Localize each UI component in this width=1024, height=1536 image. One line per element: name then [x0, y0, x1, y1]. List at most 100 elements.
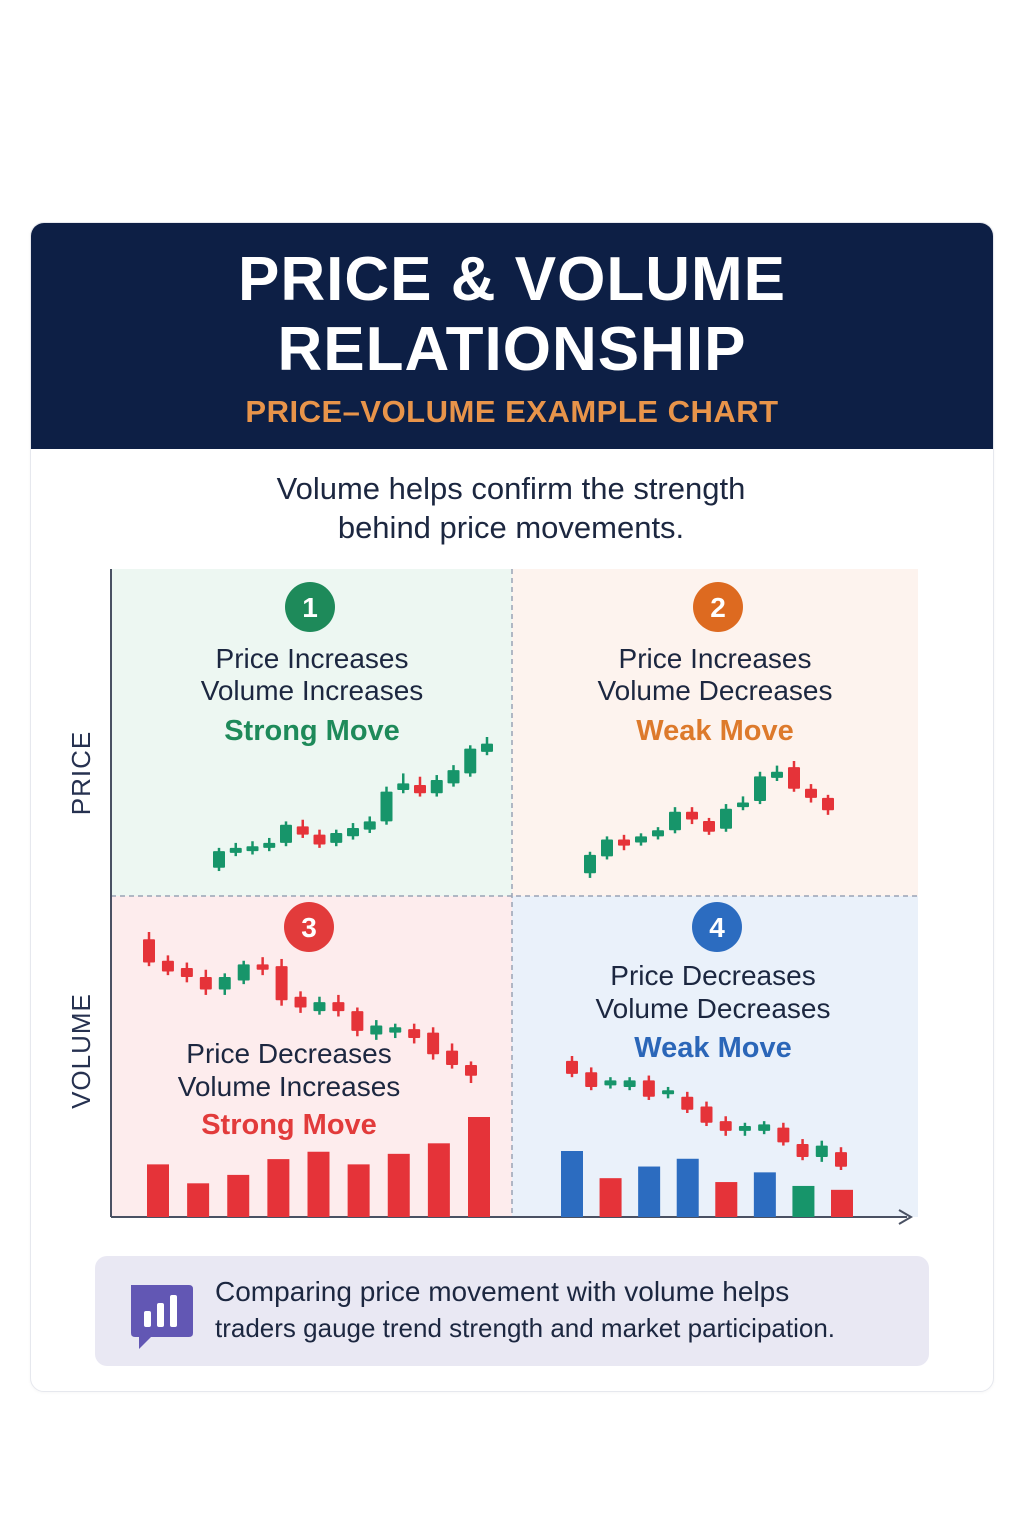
candle-body: [161, 960, 174, 972]
q3-candle: [218, 973, 231, 995]
y-axis-label-price: PRICE: [66, 731, 96, 815]
candle-body: [351, 1011, 364, 1031]
q3-candle: [275, 958, 288, 1006]
q3-volume-text: Volume Increases: [178, 1071, 401, 1102]
y-axis-label-volume: VOLUME: [66, 993, 96, 1109]
candle-body: [213, 851, 225, 868]
q3-volume-bar: [468, 1117, 490, 1217]
q2-volume-text: Volume Decreases: [597, 675, 832, 706]
q4-candle: [604, 1077, 617, 1089]
q2-candle: [805, 784, 817, 803]
q4-candle: [777, 1122, 790, 1146]
candle-body: [363, 821, 376, 830]
q4-candle: [662, 1086, 675, 1099]
q2-candle: [652, 827, 664, 840]
candle-body: [604, 1080, 617, 1086]
q3-volume-bar: [267, 1159, 290, 1217]
candle-body: [754, 776, 766, 801]
q4-candle: [758, 1121, 771, 1135]
q3-candle: [143, 932, 155, 967]
candle-body: [771, 771, 783, 778]
q1-candle: [246, 841, 259, 855]
candle-body: [601, 839, 613, 857]
note-text: Comparing price movement with volume hel…: [215, 1274, 915, 1346]
candle-body: [720, 808, 732, 829]
candle-body: [737, 802, 749, 808]
q2-candle: [635, 833, 647, 846]
q3-volume-bar: [347, 1164, 370, 1217]
q3-candle: [446, 1043, 459, 1069]
candle-body: [313, 834, 326, 845]
candle-body: [294, 996, 307, 1008]
q3-candle: [332, 994, 345, 1017]
chart-bubble-icon: [131, 1285, 193, 1349]
candle-body: [835, 1152, 847, 1167]
q4-candle: [642, 1075, 655, 1100]
candle-body: [788, 767, 800, 789]
candle-body: [199, 976, 212, 990]
q2-verdict: Weak Move: [636, 715, 793, 747]
q1-candle: [347, 823, 359, 840]
candle-body: [669, 811, 681, 831]
q3-price-text: Price Decreases: [186, 1038, 391, 1069]
candle-body: [584, 854, 596, 874]
q2-candle: [703, 817, 715, 835]
q4-candle: [623, 1077, 636, 1091]
q2-candle: [720, 804, 732, 832]
infographic-card: PRICE & VOLUME RELATIONSHIP PRICE–VOLUME…: [30, 222, 994, 1392]
q3-candle: [370, 1020, 383, 1040]
q4-candle: [700, 1101, 713, 1127]
q1-candle: [447, 765, 460, 787]
q4-price-text: Price Decreases: [610, 960, 815, 991]
q1-candle: [263, 837, 276, 852]
candle-body: [229, 847, 242, 853]
candle-body: [464, 748, 477, 774]
q1-verdict: Strong Move: [224, 715, 400, 747]
candle-body: [332, 1002, 345, 1012]
q1-candle: [481, 737, 493, 756]
candle-body: [566, 1060, 578, 1074]
q4-volume-bar: [831, 1189, 853, 1217]
q4-candle: [681, 1091, 694, 1113]
q4-number-label: 4: [709, 912, 725, 943]
candle-body: [585, 1072, 598, 1087]
q4-volume-bar: [676, 1158, 699, 1217]
q3-candle: [294, 991, 307, 1013]
q2-candle: [788, 761, 800, 792]
q3-volume-bar: [187, 1183, 210, 1217]
q1-candle: [363, 816, 376, 833]
candle-body: [662, 1090, 675, 1095]
q1-candle: [213, 847, 225, 872]
q3-candle: [180, 962, 193, 983]
q3-candle: [408, 1023, 421, 1044]
candle-body: [263, 842, 276, 848]
q2-candle: [669, 807, 681, 834]
q3-number-badge: [284, 902, 334, 952]
candle-body: [805, 788, 817, 798]
q3-candle: [161, 955, 174, 976]
candle-body: [686, 811, 698, 820]
subtitle: PRICE–VOLUME EXAMPLE CHART: [245, 394, 779, 429]
q3-volume-bar: [387, 1153, 410, 1217]
candle-body: [447, 770, 460, 784]
q2-number-label: 2: [710, 592, 726, 623]
q3-candle: [427, 1027, 440, 1060]
candle-body: [275, 966, 288, 1001]
candle-body: [330, 832, 343, 843]
q1-candle: [414, 776, 426, 797]
q4-candle: [835, 1147, 847, 1170]
q2-candle: [601, 836, 613, 860]
candle-body: [427, 1032, 440, 1055]
candle-body: [313, 1002, 326, 1012]
candle-body: [143, 939, 155, 963]
candle-body: [389, 1027, 402, 1033]
candle-body: [347, 828, 359, 837]
candle-body: [703, 821, 715, 832]
candle-body: [408, 1029, 421, 1039]
q4-candle: [585, 1067, 598, 1091]
q4-verdict: Weak Move: [634, 1032, 791, 1064]
candle-body: [446, 1050, 459, 1066]
q3-candle: [465, 1061, 477, 1083]
q4-candle: [738, 1122, 751, 1136]
q4-volume-bar: [792, 1185, 815, 1217]
